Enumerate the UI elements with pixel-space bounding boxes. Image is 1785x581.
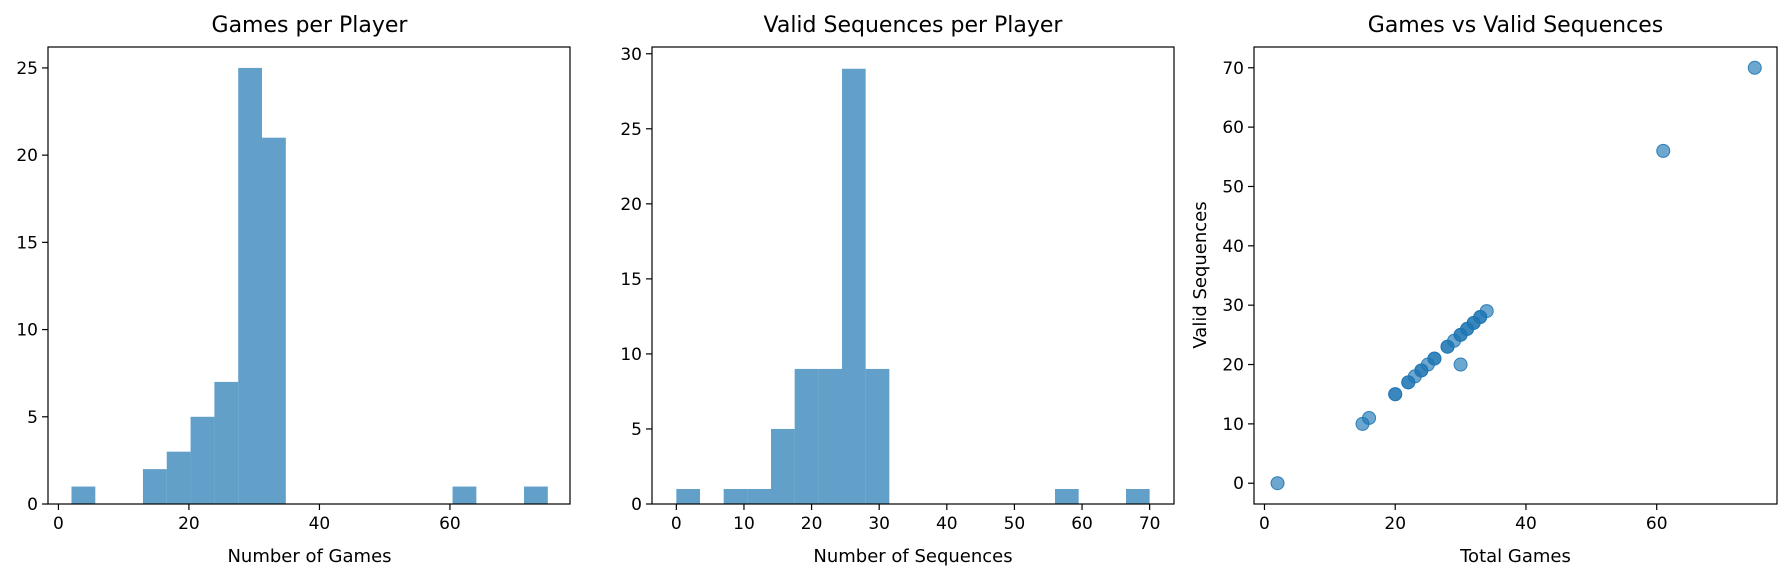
x-tick-label: 50 bbox=[1004, 514, 1026, 534]
y-axis-label: Valid Sequences bbox=[1190, 201, 1211, 348]
y-tick-label: 20 bbox=[1222, 356, 1244, 376]
x-tick-label: 20 bbox=[1384, 514, 1406, 534]
y-axis-ticks: 0 10 20 30 40 50 60 70 bbox=[1222, 59, 1254, 494]
x-tick-label: 10 bbox=[733, 514, 755, 534]
histogram-bar bbox=[1125, 488, 1150, 504]
scatter-point bbox=[1453, 357, 1468, 372]
histogram-bar bbox=[190, 416, 215, 504]
x-tick-label: 0 bbox=[1259, 514, 1270, 534]
histogram-bar bbox=[71, 486, 96, 504]
y-tick-label: 15 bbox=[16, 233, 38, 253]
x-tick-label: 40 bbox=[309, 514, 331, 534]
y-axis-ticks: 0 5 10 15 20 25 30 bbox=[620, 45, 652, 515]
plot-frame bbox=[1253, 46, 1778, 505]
x-tick-label: 0 bbox=[671, 514, 682, 534]
histogram-bar bbox=[523, 486, 548, 504]
y-tick-label: 5 bbox=[631, 420, 642, 440]
y-tick-label: 5 bbox=[27, 408, 38, 428]
histogram-bar bbox=[262, 137, 286, 505]
histogram-bar bbox=[238, 67, 263, 504]
x-axis-label: Number of Games bbox=[227, 546, 391, 567]
histogram-bars bbox=[71, 67, 548, 505]
scatter-point bbox=[1656, 143, 1671, 158]
y-tick-label: 20 bbox=[16, 146, 38, 166]
y-tick-label: 40 bbox=[1222, 237, 1244, 257]
scatter-point bbox=[1362, 410, 1377, 425]
x-tick-label: 40 bbox=[936, 514, 958, 534]
plot-frame bbox=[47, 46, 571, 505]
histogram-bar bbox=[676, 488, 701, 504]
x-axis-label: Total Games bbox=[1459, 546, 1571, 567]
y-tick-label: 25 bbox=[16, 59, 38, 79]
histogram-bar bbox=[452, 486, 477, 504]
scatter-point bbox=[1388, 387, 1403, 402]
y-tick-label: 30 bbox=[620, 45, 642, 65]
x-tick-label: 30 bbox=[868, 514, 890, 534]
histogram-bar bbox=[771, 428, 795, 504]
x-tick-label: 60 bbox=[1071, 514, 1093, 534]
histogram-bar bbox=[747, 488, 772, 504]
y-tick-label: 0 bbox=[631, 495, 642, 515]
histogram-bar bbox=[142, 469, 167, 504]
y-tick-label: 20 bbox=[620, 195, 642, 215]
x-axis-ticks: 0 20 40 60 bbox=[1259, 504, 1668, 534]
y-tick-label: 10 bbox=[1222, 415, 1244, 435]
y-tick-label: 60 bbox=[1222, 118, 1244, 138]
chart-title: Games per Player bbox=[212, 13, 409, 38]
scatter-points bbox=[1270, 60, 1762, 491]
x-tick-label: 20 bbox=[178, 514, 200, 534]
y-tick-label: 70 bbox=[1222, 59, 1244, 79]
y-tick-label: 0 bbox=[1233, 474, 1244, 494]
x-tick-label: 40 bbox=[1515, 514, 1537, 534]
histogram-bar bbox=[818, 368, 843, 504]
plot-frame bbox=[651, 46, 1175, 505]
histogram-bar bbox=[865, 368, 890, 504]
scatter-point bbox=[1747, 60, 1762, 75]
y-tick-label: 50 bbox=[1222, 177, 1244, 197]
x-tick-label: 70 bbox=[1139, 514, 1161, 534]
x-tick-label: 0 bbox=[53, 514, 64, 534]
scatter-point bbox=[1479, 304, 1494, 319]
chart-title: Games vs Valid Sequences bbox=[1368, 13, 1663, 38]
panel-games-per-player: Games per Player 0 20 40 60 0 5 10 15 20 25 Numb… bbox=[16, 13, 571, 567]
x-tick-label: 20 bbox=[801, 514, 823, 534]
y-tick-label: 0 bbox=[27, 495, 38, 515]
y-tick-label: 15 bbox=[620, 270, 642, 290]
x-axis-label: Number of Sequences bbox=[813, 546, 1012, 567]
chart-title: Valid Sequences per Player bbox=[764, 13, 1064, 38]
x-tick-label: 60 bbox=[439, 514, 461, 534]
histogram-bar bbox=[723, 488, 748, 504]
scatter-point bbox=[1270, 476, 1285, 491]
y-tick-label: 30 bbox=[1222, 296, 1244, 316]
histogram-bar bbox=[794, 368, 819, 504]
x-tick-label: 60 bbox=[1646, 514, 1668, 534]
panel-valid-sequences-per-player: Valid Sequences per Player 0 10 20 30 40 50 60… bbox=[620, 13, 1175, 567]
y-tick-label: 25 bbox=[620, 120, 642, 140]
x-axis-ticks: 0 10 20 30 40 50 60 70 bbox=[671, 504, 1161, 534]
y-tick-label: 10 bbox=[16, 321, 38, 341]
x-axis-ticks: 0 20 40 60 bbox=[53, 504, 461, 534]
histogram-bars bbox=[676, 68, 1150, 504]
panel-games-vs-valid-sequences: Games vs Valid Sequences 0 20 40 60 0 10 20 30… bbox=[1190, 13, 1778, 567]
histogram-bar bbox=[1054, 488, 1079, 504]
y-axis-ticks: 0 5 10 15 20 25 bbox=[16, 59, 48, 515]
histogram-bar bbox=[214, 381, 239, 504]
histogram-bar bbox=[166, 451, 191, 504]
histogram-bar bbox=[842, 68, 866, 504]
scatter-point bbox=[1427, 351, 1442, 366]
y-tick-label: 10 bbox=[620, 345, 642, 365]
